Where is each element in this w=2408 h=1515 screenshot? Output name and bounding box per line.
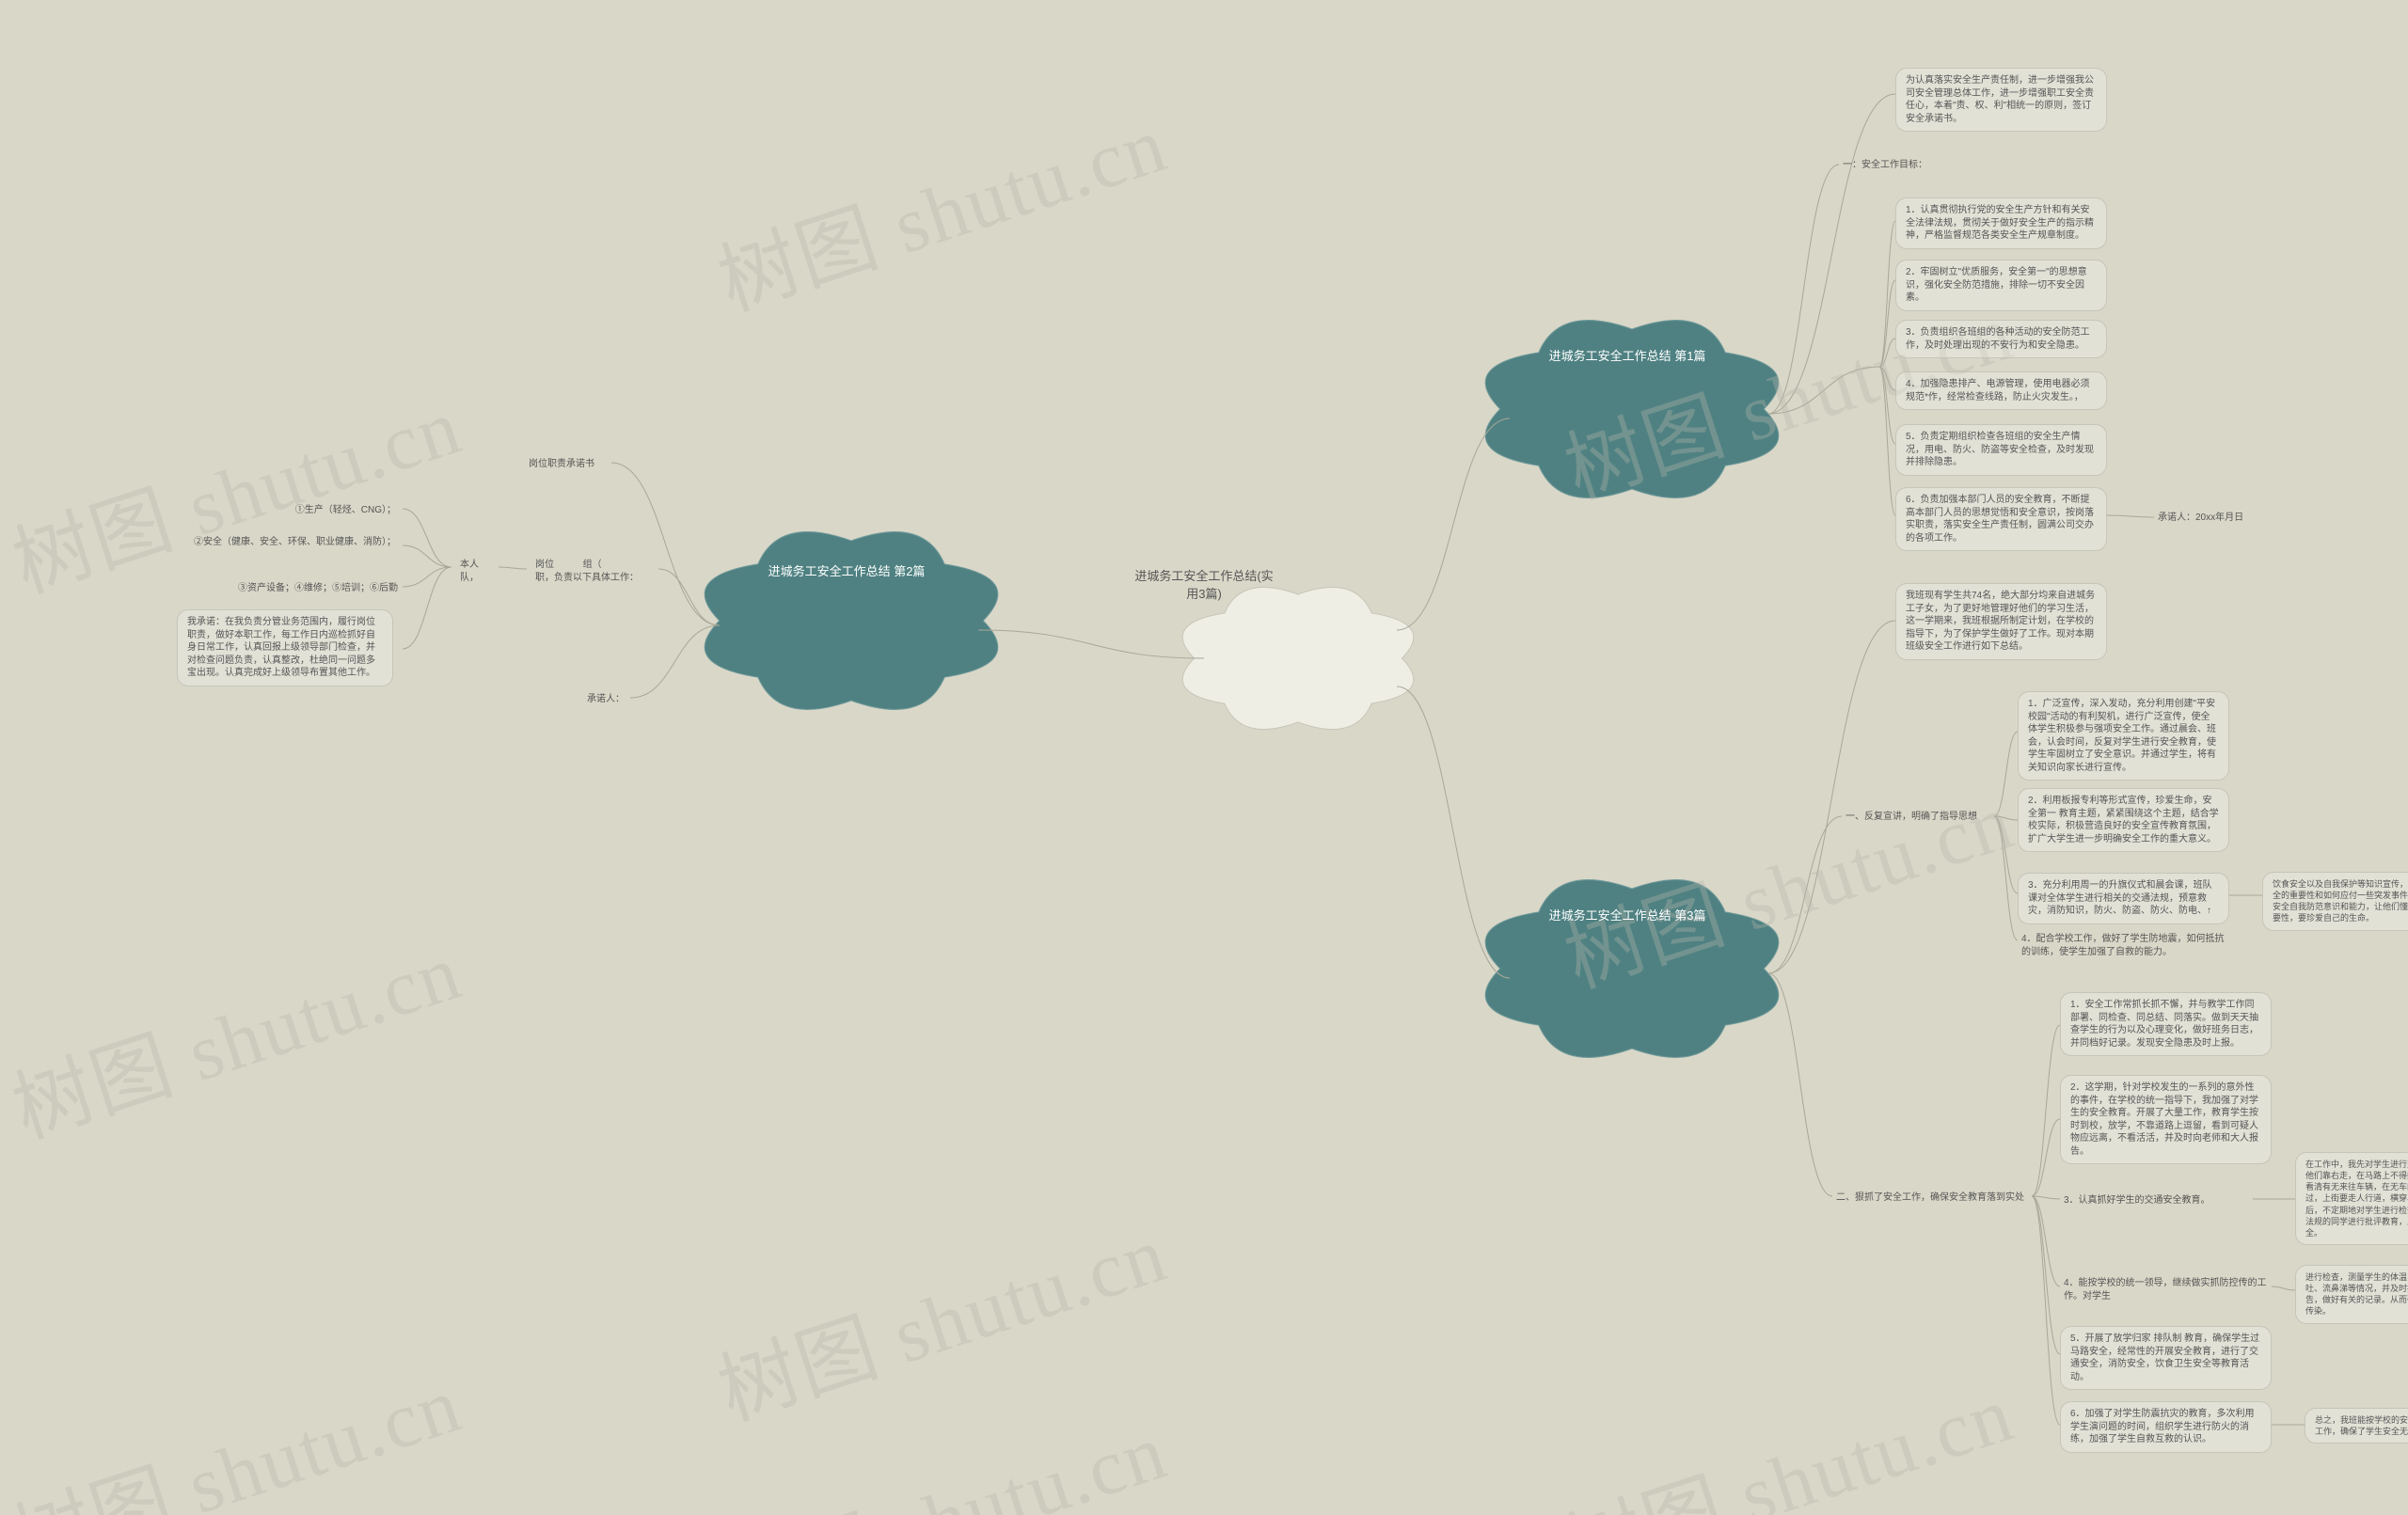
- b3-s2-item2: 2．这学期，针对学校发生的一系列的意外性的事件，在学校的统一指导下，我加强了对学…: [2060, 1075, 2272, 1164]
- b2-n1: 岗位职责承诺书: [525, 456, 598, 473]
- b1-section1-label: 一：安全工作目标：: [1839, 157, 1931, 174]
- b2-label-a: 本人: [460, 560, 479, 570]
- b3-s2-item4: 4．能按学校的统一领导，继续做实抓防控传的工作。对学生: [2060, 1275, 2272, 1304]
- b2-n3: 承诺人：: [583, 691, 628, 708]
- b2-leaf3: ③资产设备；④维修；⑤培训；⑥后勤: [218, 580, 402, 597]
- b3-s2-item6: 6．加强了对学生防震抗灾的教育，多次利用学生演问题的时间，组织学生进行防火的消练…: [2060, 1401, 2272, 1453]
- b2-leaf1: ①生产（轻烃、CNG）；: [259, 502, 400, 519]
- b3-s1-extra: 饮食安全以及自我保护等知识宣传，使学生明白安全的重要性和如何应付一些突发事件。增…: [2262, 872, 2408, 931]
- b1-item3: 3．负责组织各班组的各种活动的安全防范工作，及时处理出现的不安行为和安全隐患。: [1895, 320, 2107, 358]
- b2-mid-b: 岗位 组（ 职，负责以下具体工作：: [531, 557, 654, 586]
- b3-s1-item3: 3．充分利用周一的升旗仪式和晨会课，班队课对全体学生进行相关的交通法规，预意救灾…: [2018, 873, 2229, 924]
- b2-leaf2: ②安全（健康、安全、环保、职业健康、消防）；: [188, 534, 400, 551]
- b3-s2-item5: 5．开展了放学归家 排队制 教育，确保学生过马路安全，经常性的开展安全教育，进行…: [2060, 1326, 2272, 1390]
- b3-intro: 我班现有学生共74名，绝大部分均来自进城务工子女，为了更好地管理好他们的学习生活…: [1895, 583, 2107, 660]
- b3-s1-item4: 4．配合学校工作，做好了学生防地震，如何抵抗的训练，使学生加强了自救的能力。: [2018, 931, 2229, 960]
- b2-label-d: 组（: [583, 560, 602, 570]
- b1-item4: 4．加强隐患排产、电源管理，使用电器必须规范*作，经常检查线路，防止火灾发生。，: [1895, 371, 2107, 410]
- b3-s2-item3: 3．认真抓好学生的交通安全教育。: [2060, 1192, 2248, 1209]
- b3-s2-label: 二、狠抓了安全工作，确保安全教育落到实处: [1832, 1190, 2030, 1207]
- b1-item1: 1．认真贯彻执行党的安全生产方针和有关安全法律法规，贯彻关于做好安全生产的指示精…: [1895, 197, 2107, 249]
- b1-item6: 6．负责加强本部门人员的安全教育，不断提高本部门人员的思想觉悟和安全意识，按岗落…: [1895, 487, 2107, 551]
- b1-intro: 为认真落实安全生产责任制，进一步增强我公司安全管理总体工作，进一步增强职工安全责…: [1895, 68, 2107, 132]
- b1-item5: 5．负责定期组织检查各班组的安全生产情况，用电、防火、防盗等安全检查，及时发现并…: [1895, 424, 2107, 476]
- b3-s1-item1: 1．广泛宣传，深入发动，充分利用创建"平安校园"活动的有利契机，进行广泛宣传，使…: [2018, 691, 2229, 781]
- b3-s2-extra6: 总之，我班能按学校的安全要求，抓好了安全工作，确保了学生安全无事故。: [2305, 1408, 2408, 1444]
- b3-s1-label: 一、反复宣讲，明确了指导思想: [1842, 809, 1981, 826]
- b3-s2-extra3: 在工作中，我先对学生进行交通法规的教育，教育他们靠右走，在马路上不得嬉戏乱打。横…: [2295, 1152, 2408, 1245]
- b1-item2: 2．牢固树立"优质服务，安全第一"的思想意识，强化安全防范措施，排除一切不安全因…: [1895, 260, 2107, 311]
- b2-mid-a: 本人 队，: [456, 557, 499, 586]
- b3-s2-item1: 1．安全工作常抓长抓不懈，并与教学工作同部署、同检查、同总结、同落实。做到天天抽…: [2060, 992, 2272, 1056]
- b2-leaf4: 我承诺：在我负责分管业务范围内，履行岗位职责，做好本职工作，每工作日内巡检抓好自…: [177, 609, 393, 686]
- b3-s2-extra4: 进行检查，测量学生的体温，观察学生是否存在呕吐、流鼻涕等情况，并及时把学生情况向…: [2295, 1265, 2408, 1324]
- b2-label-b: 队，: [460, 573, 479, 583]
- b3-s1-item2: 2．利用板报专利等形式宣传，珍爱生命，安全第一 教育主题，紧紧围绕这个主题，结合…: [2018, 788, 2229, 852]
- b2-label-c: 岗位: [535, 560, 554, 570]
- b2-label-e: 职，负责以下具体工作：: [535, 573, 639, 583]
- b1-signer: 承诺人：20xx年月日: [2154, 510, 2247, 527]
